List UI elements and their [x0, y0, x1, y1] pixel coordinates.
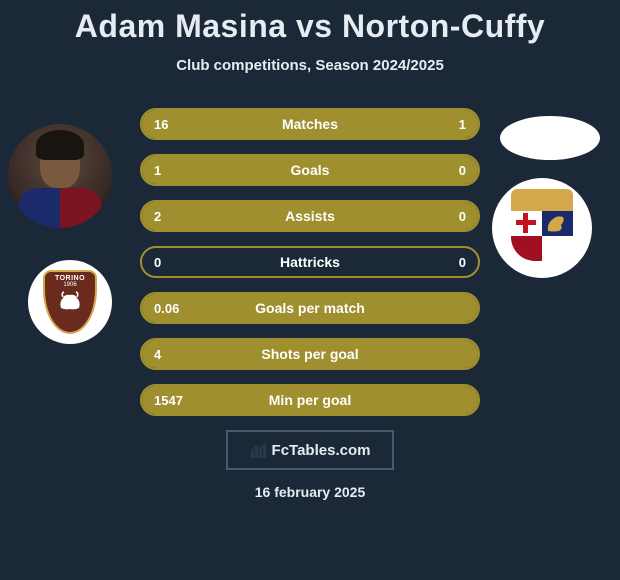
player-shirt-icon — [18, 188, 102, 228]
footer-attribution[interactable]: FcTables.com — [226, 430, 394, 470]
stat-row-goals: 1 Goals 0 — [140, 154, 480, 186]
stat-label: Matches — [142, 110, 478, 138]
footer-site-label: FcTables.com — [272, 442, 371, 459]
bull-icon — [57, 290, 83, 312]
stat-label: Min per goal — [142, 386, 478, 414]
torino-year: 1906 — [63, 282, 76, 288]
stats-container: 16 Matches 1 1 Goals 0 2 Assists 0 0 Hat… — [140, 108, 480, 416]
player-right-photo — [500, 116, 600, 160]
stat-row-hattricks: 0 Hattricks 0 — [140, 246, 480, 278]
subtitle: Club competitions, Season 2024/2025 — [0, 57, 620, 74]
club-left-badge: TORINO 1906 — [28, 260, 112, 344]
stat-row-goals-per-match: 0.06 Goals per match — [140, 292, 480, 324]
club-right-badge — [492, 178, 592, 278]
griffin-icon — [545, 213, 567, 233]
stat-label: Shots per goal — [142, 340, 478, 368]
torino-label: TORINO — [55, 275, 85, 282]
page-title: Adam Masina vs Norton-Cuffy — [0, 0, 620, 45]
stat-row-matches: 16 Matches 1 — [140, 108, 480, 140]
chart-bars-icon — [250, 441, 268, 459]
stat-row-min-per-goal: 1547 Min per goal — [140, 384, 480, 416]
player-hair-icon — [36, 130, 84, 160]
stat-right-value: 0 — [459, 248, 466, 276]
stat-label: Goals — [142, 156, 478, 184]
stat-label: Assists — [142, 202, 478, 230]
stat-row-assists: 2 Assists 0 — [140, 200, 480, 232]
player-left-photo — [8, 124, 112, 228]
genoa-shield-icon — [511, 189, 573, 267]
torino-shield-icon: TORINO 1906 — [43, 270, 97, 334]
stat-label: Hattricks — [142, 248, 478, 276]
stat-right-value: 0 — [459, 156, 466, 184]
stat-right-value: 0 — [459, 202, 466, 230]
stat-right-value: 1 — [459, 110, 466, 138]
stat-row-shots-per-goal: 4 Shots per goal — [140, 338, 480, 370]
date-label: 16 february 2025 — [0, 484, 620, 500]
stat-label: Goals per match — [142, 294, 478, 322]
